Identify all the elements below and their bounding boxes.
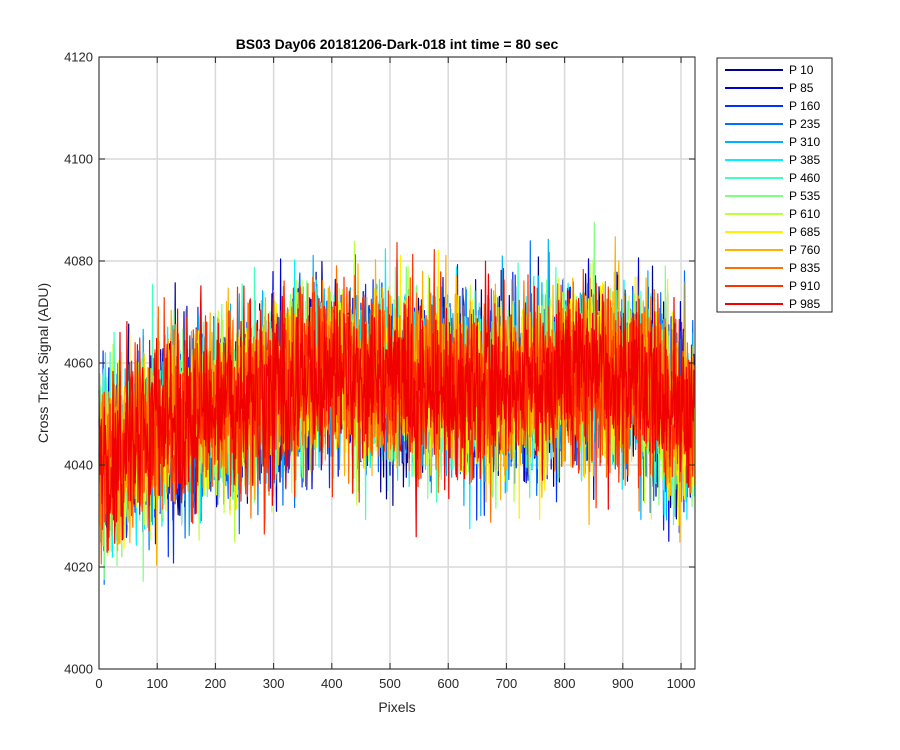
chart-title: BS03 Day06 20181206-Dark-018 int time = … — [236, 36, 559, 52]
y-tick-label: 4060 — [64, 356, 93, 371]
y-tick-label: 4120 — [64, 50, 93, 65]
axis-ticks: 0 100 200 300 400 500 600 700 800 900 1000 4000 4020… — [64, 50, 695, 692]
legend-entry: P 910 — [789, 279, 820, 293]
x-tick-label: 1000 — [667, 676, 696, 691]
legend-box — [716, 57, 833, 313]
legend-entry: P 985 — [789, 297, 820, 311]
legend: P 10 P 85 P 160 P 235 P 310 P 385 P 460 P 535 P … — [716, 57, 833, 313]
x-tick-label: 500 — [379, 676, 401, 691]
legend-entry: P 760 — [789, 243, 820, 257]
x-tick-label: 0 — [95, 676, 102, 691]
x-tick-label: 400 — [321, 676, 343, 691]
x-tick-label: 600 — [437, 676, 459, 691]
x-tick-label: 800 — [554, 676, 576, 691]
legend-entry: P 610 — [789, 207, 820, 221]
x-tick-label: 900 — [612, 676, 634, 691]
x-tick-label: 200 — [205, 676, 227, 691]
y-axis-label: Cross Track Signal (ADU) — [35, 283, 51, 443]
legend-entry: P 10 — [789, 63, 814, 77]
x-axis-label: Pixels — [378, 699, 415, 715]
y-tick-label: 4080 — [64, 254, 93, 269]
y-tick-label: 4020 — [64, 560, 93, 575]
legend-entry: P 85 — [789, 81, 814, 95]
y-tick-label: 4000 — [64, 662, 93, 677]
legend-entry: P 460 — [789, 171, 820, 185]
legend-entry: P 235 — [789, 117, 820, 131]
legend-entry: P 385 — [789, 153, 820, 167]
legend-entry: P 310 — [789, 135, 820, 149]
legend-entry: P 160 — [789, 99, 820, 113]
x-tick-label: 100 — [146, 676, 168, 691]
legend-entry: P 535 — [789, 189, 820, 203]
legend-entry: P 835 — [789, 261, 820, 275]
series-lines — [98, 221, 695, 585]
x-tick-label: 300 — [263, 676, 285, 691]
y-tick-label: 4040 — [64, 458, 93, 473]
y-tick-label: 4100 — [64, 152, 93, 167]
legend-entry: P 685 — [789, 225, 820, 239]
x-tick-label: 700 — [496, 676, 518, 691]
series-line-p985 — [98, 260, 695, 553]
